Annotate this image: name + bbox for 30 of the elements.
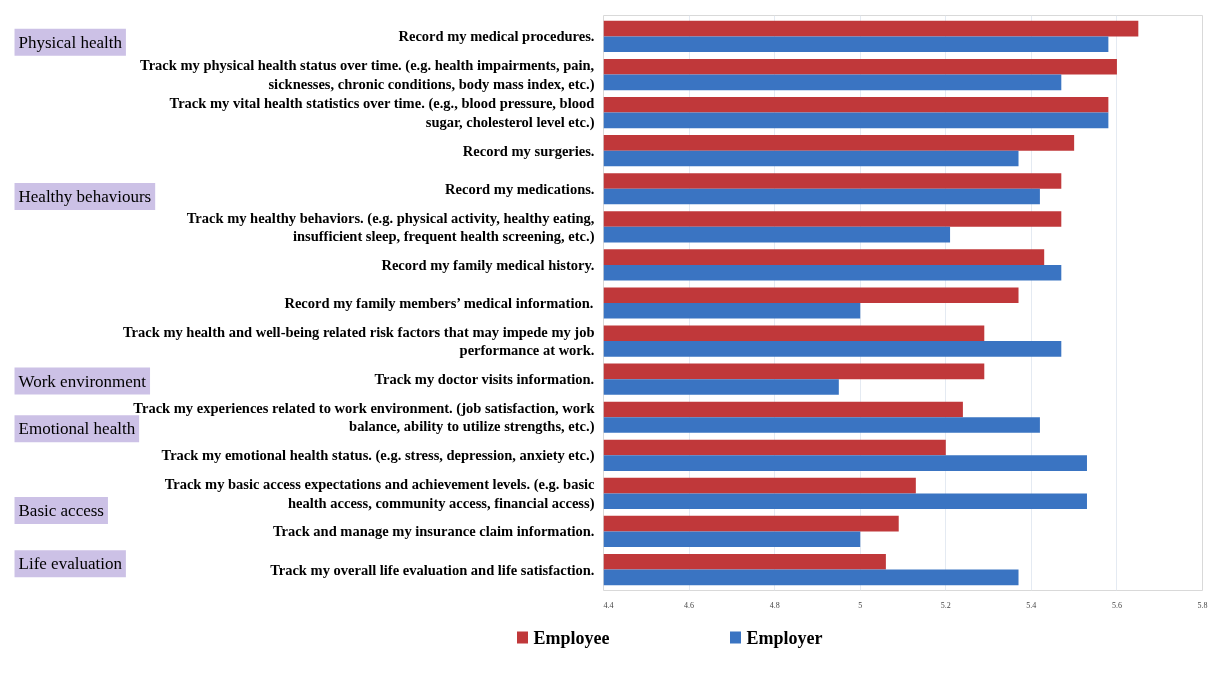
legend-label: Employee: [533, 627, 610, 648]
x-tick-label: 5.2: [940, 600, 951, 610]
y-tick-label: Record my medical procedures.: [398, 28, 595, 45]
y-tick-label: Track my health and well-being related risk factors that may impede my job performance at work.: [123, 323, 595, 359]
y-tick-label: Track my overall life evaluation and life satisfaction.: [270, 561, 595, 578]
x-tick-label: 4.8: [769, 600, 780, 610]
y-tick-label: Track my healthy behaviors. (e.g. physical activity, healthy eating, insufficient sleep, frequent health screening, etc.): [186, 209, 595, 246]
y-tick-label: Track my emotional health status. (e.g. stress, depression, anxiety etc.): [161, 447, 595, 465]
text: Emotional health: [18, 419, 136, 439]
y-tick-label: Record my surgeries.: [462, 142, 595, 159]
legend-label: Employer: [746, 627, 823, 648]
y-tick-label: Track my basic access expectations and achievement levels. (e.g. basic health access, community access, financial access): [164, 476, 596, 512]
text: Work environment: [18, 371, 147, 391]
text: Basic access: [18, 501, 104, 521]
y-tick-label: Record my family members’ medical information.: [284, 295, 594, 311]
x-tick-label: 4.4: [603, 600, 614, 610]
y-tick-label: Track my vital health statistics over time. (e.g., blood pressure, blood sugar, cholesterol level etc.): [169, 95, 595, 131]
y-tick-label: Track and manage my insurance claim information.: [272, 523, 595, 540]
y-tick-label: Track my physical health status over time. (e.g. health impairments, pain, sicknesses, chronic conditions, body mass index, etc.): [140, 57, 595, 93]
x-tick-label: 5: [858, 600, 863, 610]
y-tick-label: Track my doctor visits information.: [374, 371, 595, 388]
x-tick-label: 5.6: [1111, 600, 1122, 610]
x-tick-label: 5.8: [1197, 600, 1208, 610]
y-tick-label: Record my family medical history.: [381, 256, 595, 273]
text: Life evaluation: [18, 554, 123, 574]
x-tick-label: 5.4: [1026, 600, 1037, 610]
x-tick-label: 4.6: [684, 600, 695, 610]
text: Physical health: [18, 32, 123, 52]
text: Healthy behaviours: [18, 186, 152, 206]
y-tick-label: Record my medications.: [445, 180, 595, 197]
